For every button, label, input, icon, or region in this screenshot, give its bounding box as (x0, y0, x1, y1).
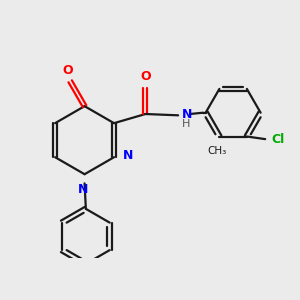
Text: CH₃: CH₃ (207, 146, 226, 156)
Text: O: O (62, 64, 73, 77)
Text: N: N (122, 149, 133, 162)
Text: O: O (140, 70, 151, 83)
Text: H: H (182, 119, 190, 129)
Text: Cl: Cl (272, 133, 285, 146)
Text: N: N (182, 107, 192, 121)
Text: N: N (78, 183, 88, 196)
